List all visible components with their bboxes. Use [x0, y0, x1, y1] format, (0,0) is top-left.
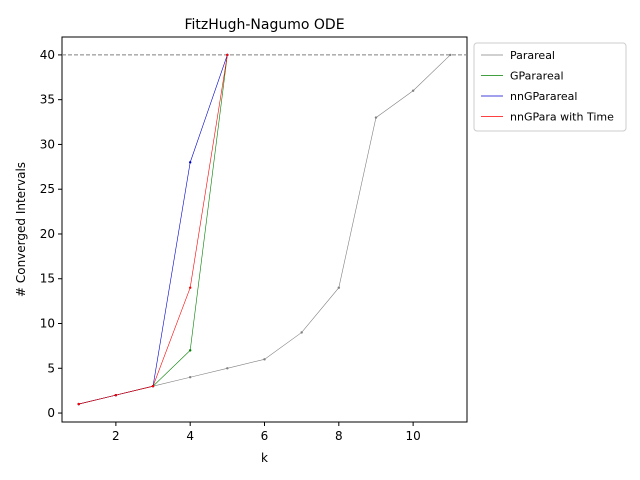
series-line-3 — [78, 54, 228, 405]
series-point-0 — [411, 89, 415, 92]
y-tick-label: 30 — [40, 137, 55, 151]
x-tick-label: 2 — [112, 429, 120, 443]
series-point-0 — [337, 286, 341, 289]
series-point-0 — [226, 367, 229, 370]
x-tick-label: 4 — [186, 429, 194, 443]
y-tick-label: 25 — [40, 182, 55, 196]
series-point-0 — [300, 331, 303, 334]
chart-title: FitzHugh-Nagumo ODE — [184, 17, 344, 33]
series-point-0 — [374, 116, 378, 119]
y-tick-label: 20 — [40, 227, 55, 241]
series-line-2 — [78, 54, 228, 405]
x-axis-label: k — [261, 451, 268, 465]
legend-label: Parareal — [510, 49, 555, 62]
series-point-3 — [114, 393, 118, 397]
series-point-2 — [188, 161, 192, 164]
y-axis: 0 5 10 15 20 25 30 35 40 — [40, 48, 62, 420]
y-tick-label: 0 — [47, 406, 55, 420]
y-tick-label: 15 — [40, 272, 55, 286]
legend-box — [473, 42, 627, 132]
series-layer — [77, 53, 452, 406]
plot-frame — [61, 36, 468, 423]
series-point-0 — [449, 53, 452, 57]
legend: Parareal GParareal nnGParareal nnGPara with… — [473, 42, 627, 132]
y-tick-label: 10 — [40, 317, 55, 331]
series-point-0 — [188, 376, 192, 379]
series-point-3 — [77, 402, 80, 406]
series-point-3 — [151, 384, 155, 388]
y-axis-label: # Converged Intervals — [14, 162, 28, 297]
legend-label: nnGPara with Time — [510, 111, 614, 124]
plot-area: 2 4 6 8 10 0 5 10 15 20 25 30 35 40 — [40, 36, 468, 443]
series-line-0 — [78, 54, 451, 405]
series-point-3 — [226, 53, 229, 57]
series-line-1 — [78, 54, 228, 405]
x-axis: 2 4 6 8 10 — [112, 422, 421, 443]
y-tick-label: 40 — [40, 48, 55, 62]
y-tick-label: 5 — [47, 361, 55, 375]
legend-label: GParareal — [510, 70, 564, 83]
y-tick-label: 35 — [40, 93, 55, 107]
series-point-0 — [263, 358, 266, 361]
legend-label: nnGParareal — [510, 90, 577, 103]
series-point-1 — [188, 349, 192, 352]
x-tick-label: 8 — [335, 429, 343, 443]
x-tick-label: 10 — [405, 429, 420, 443]
x-tick-label: 6 — [261, 429, 269, 443]
series-point-3 — [188, 286, 192, 289]
